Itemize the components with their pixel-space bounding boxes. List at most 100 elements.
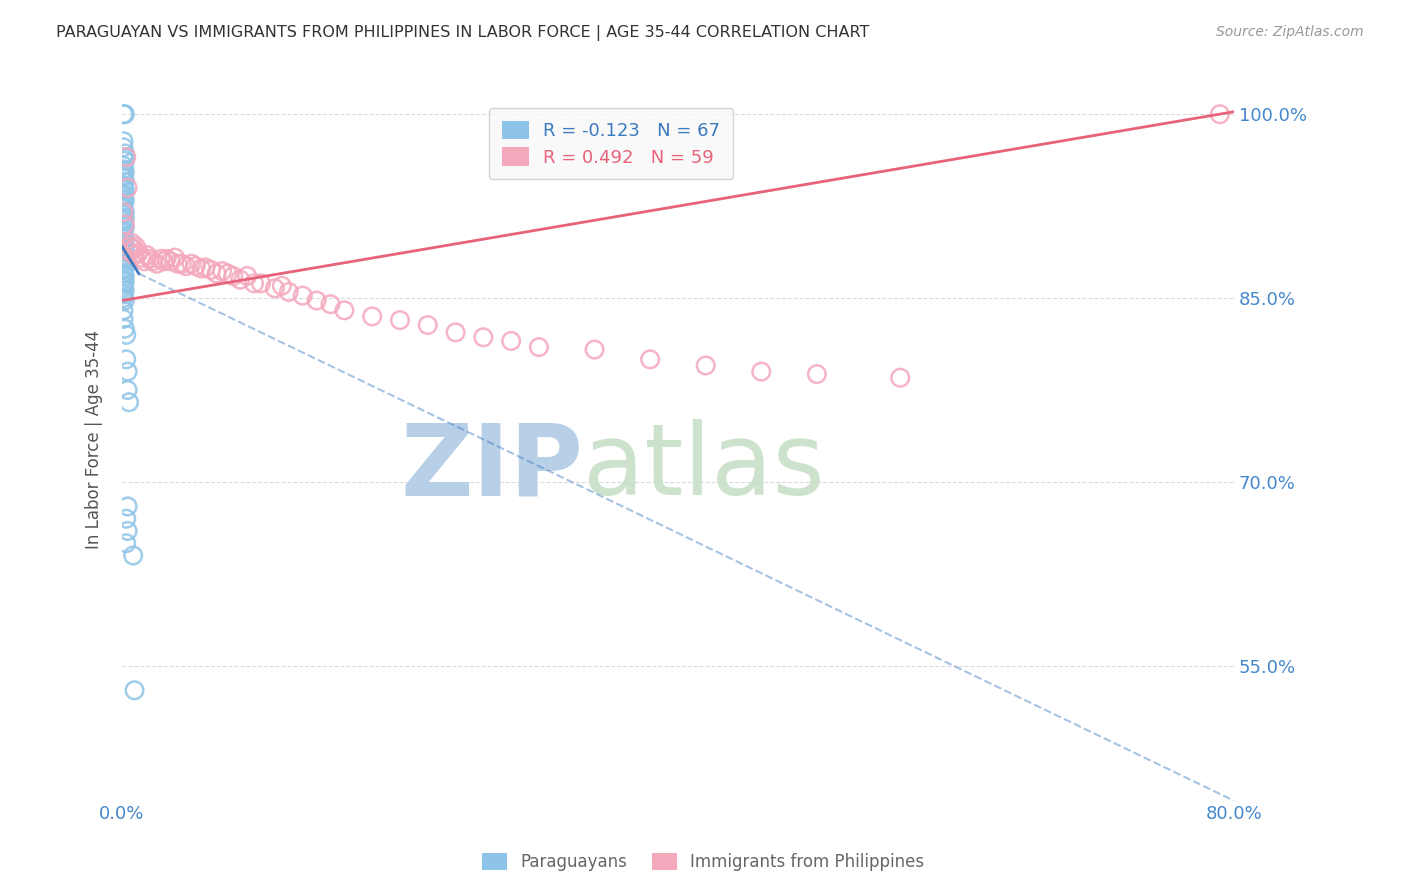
Point	[159, 254, 181, 268]
Point	[333, 303, 356, 318]
Point	[114, 260, 136, 275]
Point	[112, 251, 135, 265]
Point	[112, 257, 135, 271]
Point	[117, 180, 139, 194]
Point	[319, 297, 342, 311]
Point	[170, 257, 193, 271]
Point	[112, 235, 135, 250]
Legend: Paraguayans, Immigrants from Philippines: Paraguayans, Immigrants from Philippines	[474, 845, 932, 880]
Point	[114, 193, 136, 207]
Point	[114, 219, 136, 234]
Point	[115, 352, 138, 367]
Point	[112, 205, 135, 219]
Point	[264, 281, 287, 295]
Point	[124, 248, 146, 262]
Point	[236, 268, 259, 283]
Point	[444, 326, 467, 340]
Point	[112, 202, 135, 216]
Point	[112, 150, 135, 164]
Y-axis label: In Labor Force | Age 35-44: In Labor Force | Age 35-44	[86, 329, 103, 549]
Point	[229, 273, 252, 287]
Point	[114, 146, 136, 161]
Point	[472, 330, 495, 344]
Point	[146, 257, 169, 271]
Point	[112, 214, 135, 228]
Point	[200, 263, 222, 277]
Point	[120, 239, 142, 253]
Point	[114, 205, 136, 219]
Point	[501, 334, 523, 348]
Point	[115, 150, 138, 164]
Point	[118, 395, 141, 409]
Point	[270, 278, 292, 293]
Point	[205, 267, 228, 281]
Point	[114, 211, 136, 226]
Point	[134, 254, 156, 268]
Point	[117, 383, 139, 397]
Point	[112, 239, 135, 253]
Point	[112, 186, 135, 201]
Point	[806, 367, 828, 381]
Point	[114, 275, 136, 289]
Point	[112, 226, 135, 240]
Point	[115, 512, 138, 526]
Point	[152, 254, 174, 268]
Point	[114, 242, 136, 256]
Point	[361, 310, 384, 324]
Point	[166, 257, 188, 271]
Point	[112, 273, 135, 287]
Point	[114, 218, 136, 232]
Point	[114, 268, 136, 283]
Point	[190, 261, 212, 276]
Point	[142, 254, 165, 268]
Point	[112, 312, 135, 326]
Point	[114, 153, 136, 168]
Point	[112, 287, 135, 301]
Point	[112, 189, 135, 203]
Point	[211, 264, 233, 278]
Point	[416, 318, 439, 332]
Point	[184, 259, 207, 273]
Point	[112, 254, 135, 268]
Point	[112, 218, 135, 232]
Point	[114, 183, 136, 197]
Point	[117, 524, 139, 538]
Point	[114, 252, 136, 266]
Point	[114, 322, 136, 336]
Point	[114, 284, 136, 298]
Point	[112, 170, 135, 185]
Point	[112, 169, 135, 183]
Point	[749, 365, 772, 379]
Point	[122, 242, 145, 256]
Point	[277, 285, 299, 299]
Point	[112, 107, 135, 121]
Point	[638, 352, 661, 367]
Point	[217, 267, 239, 281]
Point	[194, 260, 217, 275]
Point	[112, 303, 135, 318]
Point	[117, 500, 139, 514]
Point	[112, 162, 135, 177]
Point	[112, 178, 135, 193]
Point	[136, 248, 159, 262]
Point	[128, 245, 150, 260]
Point	[115, 327, 138, 342]
Point	[112, 208, 135, 222]
Point	[243, 277, 266, 291]
Point	[155, 252, 177, 266]
Point	[163, 251, 186, 265]
Point	[112, 244, 135, 259]
Legend: R = -0.123   N = 67, R = 0.492   N = 59: R = -0.123 N = 67, R = 0.492 N = 59	[489, 108, 733, 179]
Text: Source: ZipAtlas.com: Source: ZipAtlas.com	[1216, 25, 1364, 39]
Point	[305, 293, 328, 308]
Point	[112, 291, 135, 305]
Point	[112, 267, 135, 281]
Point	[112, 281, 135, 295]
Point	[174, 259, 197, 273]
Point	[149, 252, 172, 266]
Point	[112, 140, 135, 154]
Point	[112, 180, 135, 194]
Point	[527, 340, 550, 354]
Point	[112, 263, 135, 277]
Point	[131, 251, 153, 265]
